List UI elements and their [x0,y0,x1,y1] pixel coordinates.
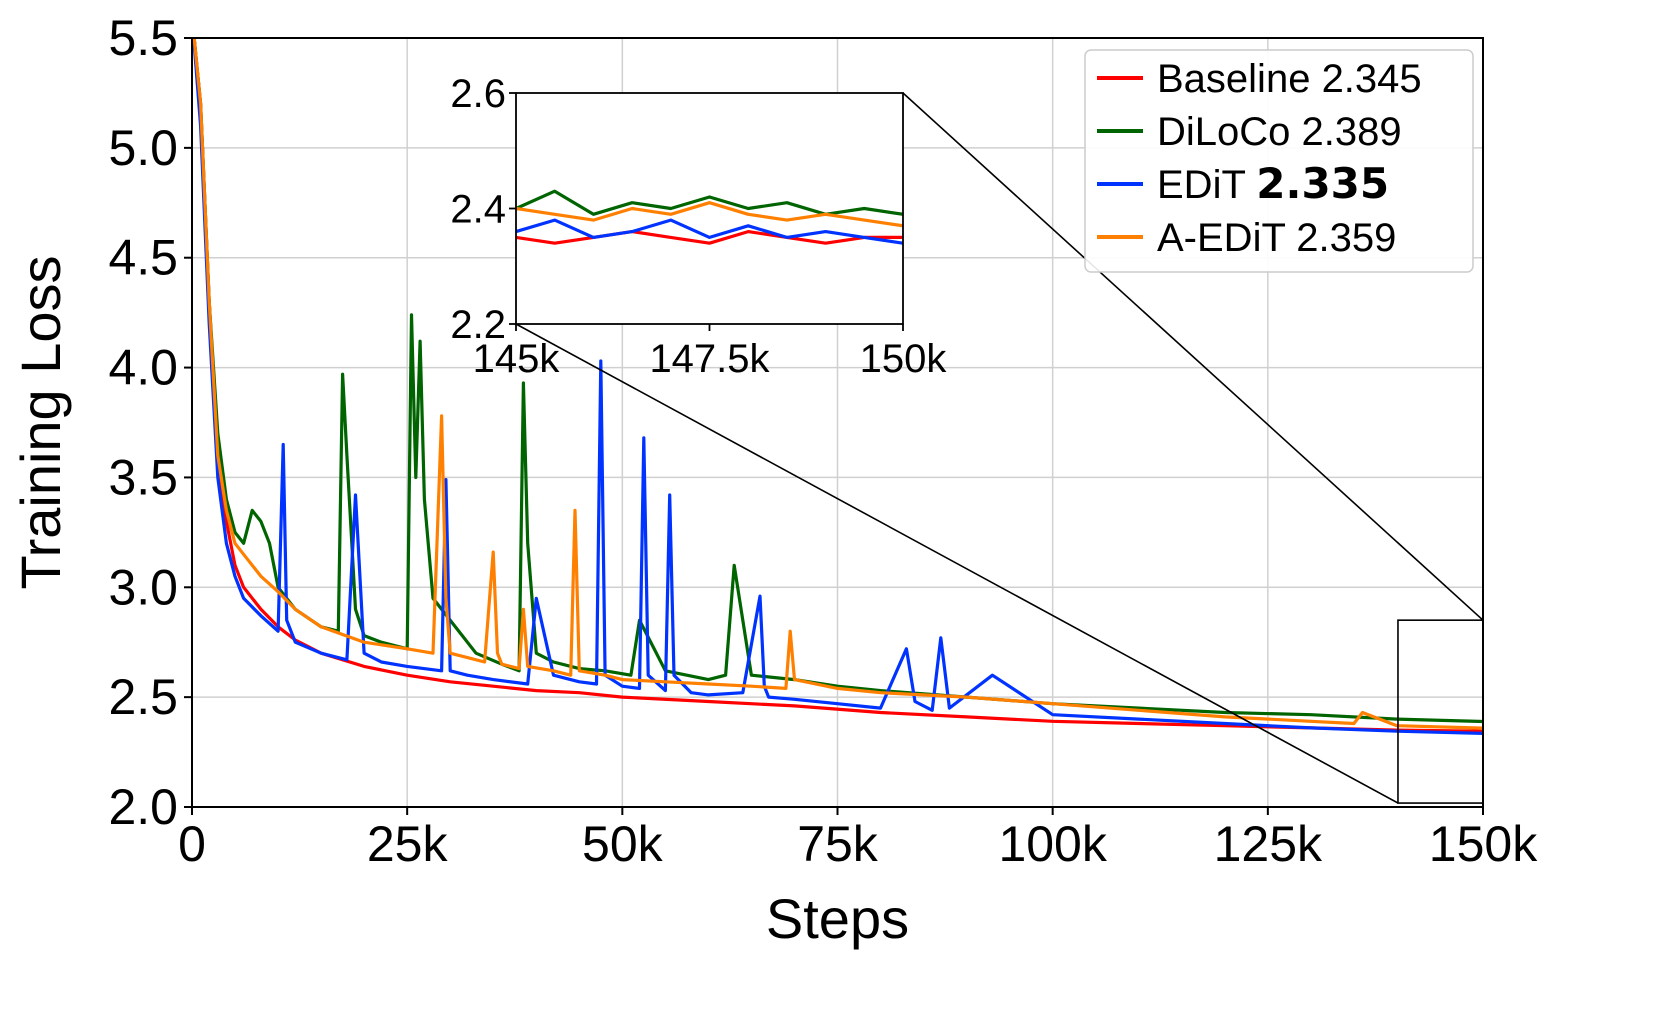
x-tick-label-2: 50k [582,816,664,872]
zoom-region-box [1397,619,1484,804]
main-axis-ticks: 0 25k 50k 75k 100k 125k 150k 2.0 2.5 3.0 3.5 4.0 4.5… [108,10,1538,872]
y-tick-label-1: 2.5 [108,669,178,725]
inset-x-tick-label-0: 145k [473,337,561,381]
series-line-edit [192,38,1483,735]
legend-series-name: DiLoCo [1157,110,1302,154]
series-line-a-edit [192,38,1483,730]
y-tick-label-3: 3.5 [108,449,178,505]
y-tick-label-0: 2.0 [108,779,178,835]
y-tick-label-2: 3.0 [108,559,178,615]
y-tick-label-6: 5.0 [108,120,178,176]
inset-y-tick-label-1: 2.4 [450,188,506,232]
inset-series-lines [516,189,903,245]
legend-final-loss: 2.345 [1322,57,1422,101]
legend-entry-a-edit: A-EDiT 2.359 [1157,216,1396,260]
legend-final-loss: 2.335 [1256,159,1389,208]
legend-series-name: A-EDiT [1157,216,1296,260]
inset-y-tick-label-0: 2.2 [450,303,506,347]
main-series-lines [192,38,1483,735]
inset-y-tick-label-2: 2.6 [450,72,506,116]
series-line-baseline [192,38,1483,733]
legend-final-loss: 2.359 [1296,216,1396,260]
legend-box [1084,49,1474,273]
zoom-connector-bottom [515,323,1399,804]
y-tick-label-5: 4.5 [108,230,178,286]
legend-entry-edit: EDiT 2.335 [1157,159,1389,208]
inset-series-line-diloco [516,189,903,216]
legend-series-name: Baseline [1157,57,1322,101]
x-axis-label: Steps [766,887,909,950]
x-tick-label-3: 75k [797,816,879,872]
y-axis-label: Training Loss [9,255,72,589]
inset-x-tick-label-1: 147.5k [649,337,770,381]
legend-series-name: EDiT [1157,163,1256,207]
x-tick-label-4: 100k [998,816,1107,872]
x-tick-label-6: 150k [1429,816,1538,872]
y-tick-label-4: 4.0 [108,340,178,396]
inset-x-tick-label-2: 150k [860,337,948,381]
x-tick-label-0: 0 [178,816,206,872]
legend-final-loss: 2.389 [1302,110,1402,154]
inset-axis-ticks: 145k 147.5k 150k 2.2 2.4 2.6 [450,72,947,381]
inset-series-line-a-edit [516,201,903,228]
legend-entry-diloco: DiLoCo 2.389 [1157,110,1402,154]
x-tick-label-5: 125k [1214,816,1323,872]
inset-series-line-edit [516,218,903,245]
x-tick-label-1: 25k [367,816,449,872]
zoom-connector-top [902,92,1484,621]
inset-background [516,93,903,324]
inset-series-line-baseline [516,230,903,245]
legend-entry-baseline: Baseline 2.345 [1157,57,1422,101]
y-tick-label-7: 5.5 [108,10,178,66]
legend: Baseline 2.345 DiLoCo 2.389 EDiT 2.335 A-ED… [1084,49,1474,273]
